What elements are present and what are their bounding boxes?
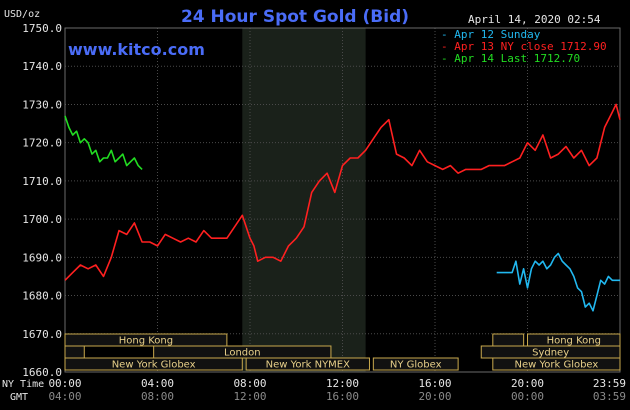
x-tick-label-ny: 20:00	[511, 377, 544, 390]
y-tick-label: 1720.0	[22, 137, 62, 150]
series-layer	[64, 103, 621, 312]
x-tick-label-ny: 04:00	[141, 377, 174, 390]
series-line-2	[64, 115, 143, 170]
x-tick-label-gmt: 16:00	[326, 390, 359, 403]
date-stamp: April 14, 2020 02:54	[468, 13, 601, 26]
plot-border	[64, 27, 621, 373]
session-bar-ny-globex	[372, 357, 459, 371]
y-tick-label: 1660.0	[22, 366, 62, 379]
y-tick-label: 1730.0	[22, 98, 62, 111]
session-bar-new-york-nymex	[245, 357, 370, 371]
session-label-new-york-nymex: New York NYMEX	[266, 360, 351, 371]
legend-entry-apr13: - Apr 13 NY close 1712.90	[441, 40, 607, 53]
y-tick-label: 1670.0	[22, 328, 62, 341]
x-axis-ticks: 00:0004:0004:0008:0008:0012:0012:0016:00…	[48, 377, 626, 403]
session-bar-hong-kong	[64, 333, 228, 347]
currency-label: USD/oz	[4, 9, 40, 20]
session-band-layer	[242, 28, 366, 372]
x-tick-label-ny: 00:00	[48, 377, 81, 390]
session-bar-new-york-globex	[64, 357, 243, 371]
x-tick-label-gmt: 03:59	[593, 390, 626, 403]
x-tick-label-gmt: 04:00	[48, 390, 81, 403]
session-label-hong-kong: Hong Kong	[119, 336, 173, 347]
session-label-new-york-globex: New York Globex	[112, 360, 196, 371]
x-tick-label-gmt: 20:00	[418, 390, 451, 403]
session-label-london: London	[224, 348, 261, 359]
x-row-label-ny: NY Time	[2, 379, 44, 390]
x-tick-label-gmt: 12:00	[233, 390, 266, 403]
session-bar-stub	[64, 345, 85, 359]
session-bar-new-york-globex	[492, 357, 621, 371]
series-line-0	[496, 252, 620, 312]
session-label-hong-kong: Hong Kong	[547, 336, 601, 347]
legend-entry-apr12: - Apr 12 Sunday	[441, 28, 541, 41]
series-line-1	[64, 103, 621, 281]
y-tick-label: 1710.0	[22, 175, 62, 188]
x-row-label-gmt: GMT	[10, 392, 28, 403]
nymex-hours-band	[242, 28, 366, 372]
website-watermark: www.kitco.com	[68, 40, 205, 59]
x-tick-label-ny: 08:00	[233, 377, 266, 390]
session-label-sydney: Sydney	[532, 348, 569, 359]
y-tick-label: 1680.0	[22, 290, 62, 303]
x-tick-label-ny: 12:00	[326, 377, 359, 390]
y-tick-label: 1740.0	[22, 60, 62, 73]
session-label-ny-globex: NY Globex	[390, 360, 442, 371]
y-tick-label: 1750.0	[22, 22, 62, 35]
y-tick-label: 1700.0	[22, 213, 62, 226]
legend: - Apr 12 Sunday - Apr 13 NY close 1712.9…	[441, 28, 607, 65]
chart-title: 24 Hour Spot Gold (Bid)	[181, 7, 409, 27]
session-label-new-york-globex: New York Globex	[514, 360, 598, 371]
legend-entry-apr14: - Apr 14 Last 1712.70	[441, 52, 580, 65]
y-tick-label: 1690.0	[22, 251, 62, 264]
x-tick-label-ny: 23:59	[593, 377, 626, 390]
session-bars: Hong Kong London New York Globex New York N…	[64, 333, 621, 371]
x-tick-label-gmt: 08:00	[141, 390, 174, 403]
session-bar-stub	[492, 333, 525, 347]
x-tick-label-ny: 16:00	[418, 377, 451, 390]
y-axis-ticks: 1750.0 1740.0 1730.0 1720.0 1710.0 1700.0 1690…	[22, 22, 62, 379]
x-tick-label-gmt: 00:00	[511, 390, 544, 403]
